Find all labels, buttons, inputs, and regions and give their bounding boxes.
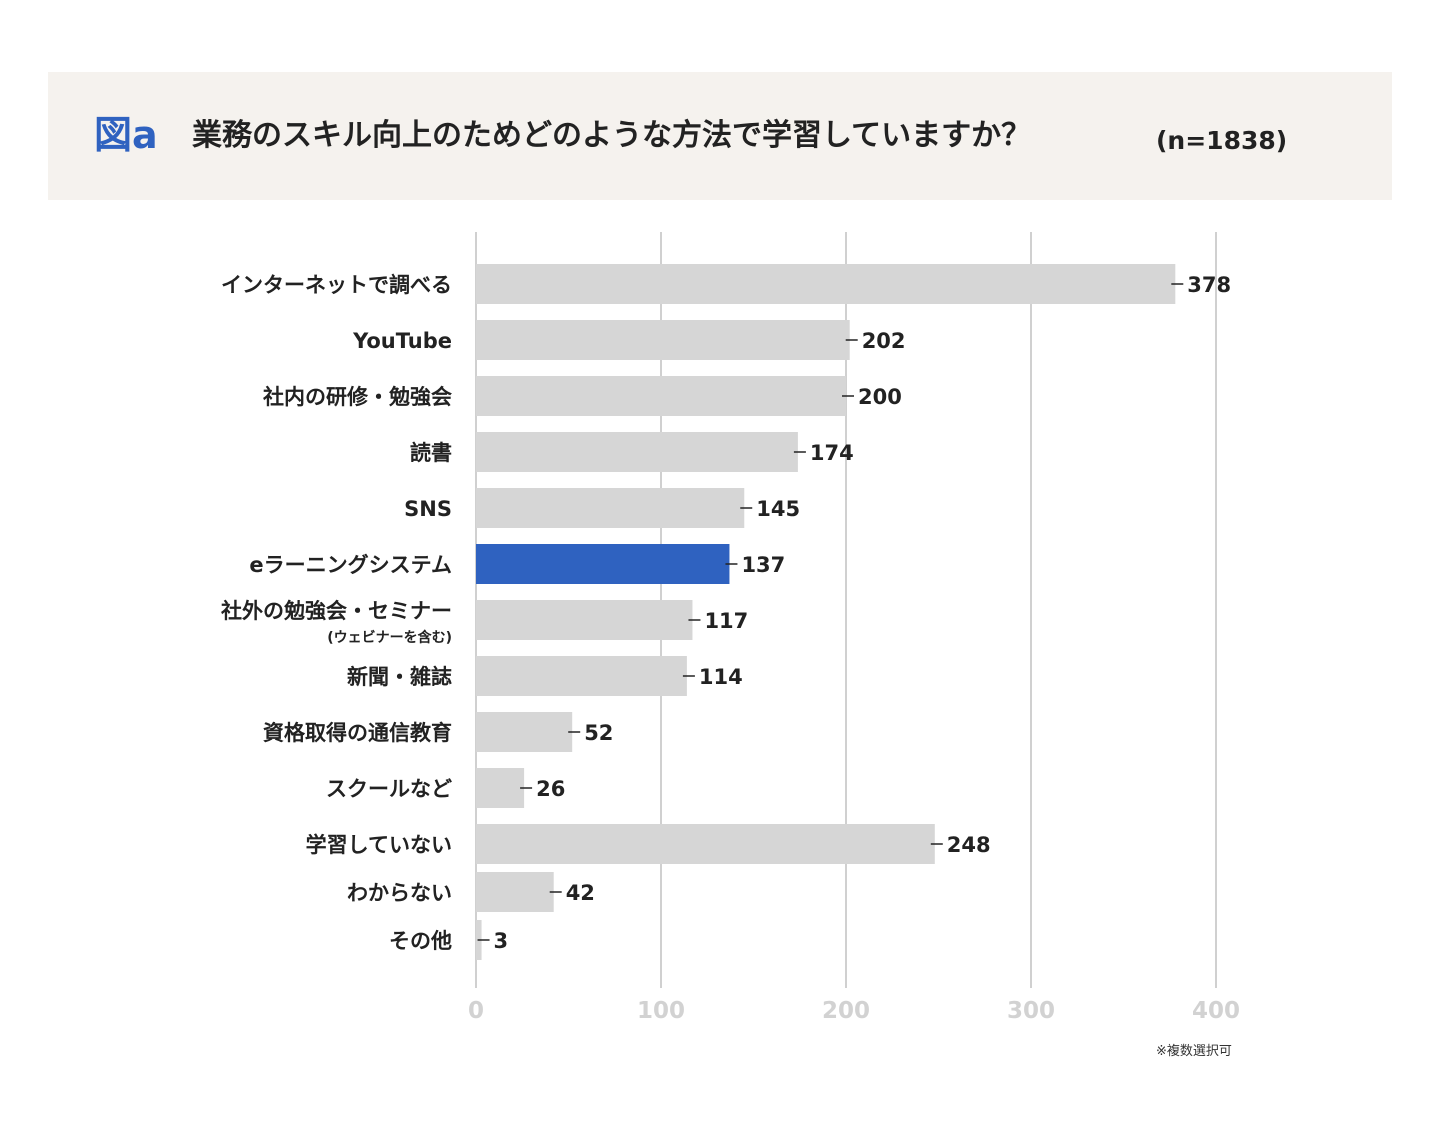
bar-4 (476, 488, 745, 528)
bar-7 (476, 656, 687, 696)
value-label-3: 174 (810, 441, 854, 465)
x-tick-label-400: 400 (1192, 998, 1240, 1024)
bar-9 (476, 768, 525, 808)
bar-1 (476, 320, 850, 360)
value-label-12: 3 (494, 929, 509, 953)
x-tick-label-200: 200 (822, 998, 870, 1024)
chart-title: 業務のスキル向上のためどのような方法で学習していますか？ (192, 118, 1032, 153)
category-label-2: 社内の研修・勉強会 (262, 385, 452, 409)
bar-5 (476, 544, 730, 584)
bar-8 (476, 712, 573, 752)
bar-2 (476, 376, 846, 416)
figure-label: 図a (94, 113, 158, 157)
category-sublabel-6: (ウェビナーを含む) (327, 629, 452, 646)
x-tick-label-100: 100 (637, 998, 685, 1024)
category-label-3: 読書 (410, 441, 452, 465)
bar-0 (476, 264, 1176, 304)
value-label-11: 42 (566, 881, 595, 905)
value-label-8: 52 (584, 721, 613, 745)
bar-6 (476, 600, 693, 640)
x-tick-label-0: 0 (468, 998, 484, 1024)
bar-11 (476, 872, 554, 912)
value-label-6: 117 (704, 609, 748, 633)
value-label-1: 202 (862, 329, 906, 353)
category-label-4: SNS (404, 497, 452, 521)
category-label-12: その他 (389, 929, 452, 953)
category-label-7: 新聞・雑誌 (347, 665, 452, 689)
category-label-0: インターネットで調べる (221, 273, 452, 297)
footnote: ※複数選択可 (1156, 1044, 1232, 1059)
value-label-9: 26 (536, 777, 565, 801)
bars (476, 264, 1176, 960)
sample-size-label: (n=1838) (1156, 126, 1288, 155)
value-labels: 378 202 200 174 145 137 117 114 52 26 248 42 3 (477, 273, 1231, 953)
category-label-11: わからない (347, 881, 452, 905)
value-label-4: 145 (756, 497, 800, 521)
value-label-2: 200 (858, 385, 902, 409)
category-label-1: YouTube (352, 329, 452, 353)
category-label-5: eラーニングシステム (249, 553, 452, 577)
bar-10 (476, 824, 935, 864)
category-label-10: 学習していない (306, 833, 452, 857)
value-label-7: 114 (699, 665, 743, 689)
category-label-9: スクールなど (326, 777, 452, 801)
category-label-8: 資格取得の通信教育 (263, 721, 452, 745)
chart-header: 図a 業務のスキル向上のためどのような方法で学習していますか？ (n=1838) (48, 72, 1392, 200)
x-tick-label-300: 300 (1007, 998, 1055, 1024)
x-tick-labels: 0 100 200 300 400 (468, 998, 1240, 1024)
value-label-5: 137 (741, 553, 785, 577)
category-label-6: 社外の勉強会・セミナー (220, 599, 452, 623)
value-label-0: 378 (1187, 273, 1231, 297)
value-label-10: 248 (947, 833, 991, 857)
bar-3 (476, 432, 798, 472)
